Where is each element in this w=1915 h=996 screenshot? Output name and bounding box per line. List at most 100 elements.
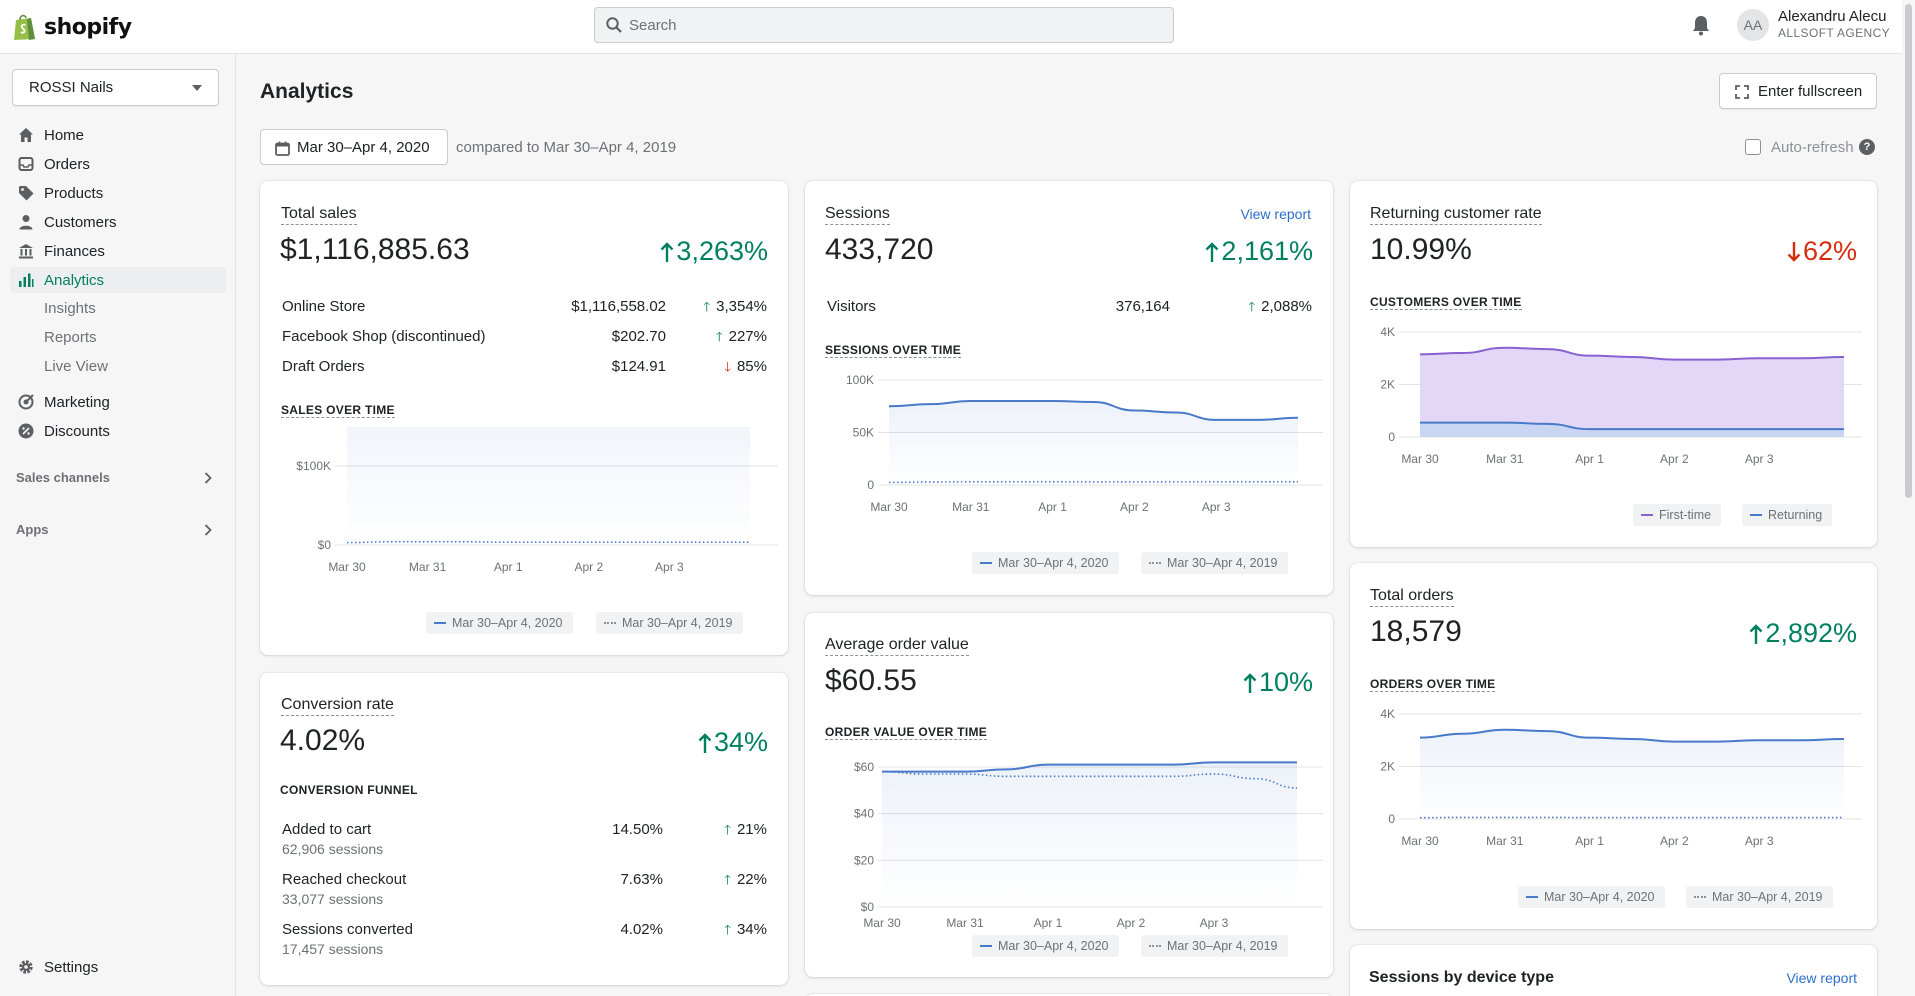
legend-returning[interactable]: Returning (1742, 504, 1833, 526)
sessions-over-time-chart: 100K 50K 0 Mar 30 Mar 31 Apr 1 Apr 2 Apr 3 (846, 373, 1323, 514)
user-name[interactable]: Alexandru Alecu (1778, 8, 1887, 25)
y-tick-label: 0 (1388, 812, 1395, 826)
sidebar-subitem-live-view[interactable]: Live View (44, 358, 108, 375)
sidebar-item-marketing[interactable]: Marketing (10, 389, 226, 415)
x-tick-label: Apr 3 (1745, 452, 1774, 466)
y-tick-label: 2K (1380, 760, 1395, 774)
card-title[interactable]: Total orders (1370, 586, 1454, 607)
card-title[interactable]: Conversion rate (281, 695, 394, 716)
arrow-up-icon (1750, 623, 1763, 644)
x-tick-label: Mar 30 (1401, 834, 1439, 848)
store-select[interactable]: ROSSI Nails (12, 69, 219, 106)
legend-first-time[interactable]: First-time (1633, 504, 1722, 526)
conversion-delta: 34% (698, 727, 768, 758)
caret-down-icon (192, 85, 202, 91)
x-tick-label: Mar 31 (1486, 452, 1524, 466)
legend-current[interactable]: Mar 30–Apr 4, 2020 (972, 552, 1119, 574)
sidebar-item-customers[interactable]: Customers (10, 209, 226, 235)
orders-icon (18, 157, 34, 171)
apps-label[interactable]: Apps (16, 522, 49, 537)
x-tick-label: Apr 1 (1575, 834, 1604, 848)
chart-section-label[interactable]: ORDERS OVER TIME (1370, 677, 1496, 692)
sidebar-item-home[interactable]: Home (10, 122, 226, 148)
legend-previous[interactable]: Mar 30–Apr 4, 2019 (1141, 552, 1288, 574)
chart-section-label[interactable]: SESSIONS OVER TIME (825, 343, 962, 358)
x-tick-label: Apr 3 (1745, 834, 1774, 848)
previous-series-line (881, 770, 1298, 789)
enter-fullscreen-button[interactable]: Enter fullscreen (1719, 73, 1877, 109)
view-report-link[interactable]: View report (1786, 970, 1857, 986)
avatar[interactable]: AA (1737, 9, 1769, 41)
orders-value: 18,579 (1370, 615, 1462, 648)
target-icon (18, 394, 34, 410)
legend-label: Mar 30–Apr 4, 2019 (1167, 556, 1278, 570)
card-title[interactable]: Average order value (825, 635, 969, 656)
sidebar-item-analytics[interactable]: Analytics (10, 267, 226, 293)
discount-icon (18, 423, 34, 439)
auto-refresh-label[interactable]: Auto-refresh (1771, 139, 1854, 156)
chevron-right-icon[interactable] (201, 523, 215, 537)
legend-previous[interactable]: Mar 30–Apr 4, 2019 (1141, 935, 1288, 957)
sidebar-subitem-reports[interactable]: Reports (44, 329, 97, 346)
calendar-icon (275, 141, 290, 156)
series-area (347, 427, 750, 545)
chart-section-label[interactable]: ORDER VALUE OVER TIME (825, 725, 988, 740)
legend-previous[interactable]: Mar 30–Apr 4, 2019 (1686, 886, 1833, 908)
funnel-row-label: Sessions converted (282, 921, 413, 938)
shopify-logo[interactable]: shopify (12, 12, 132, 42)
date-range-button[interactable]: Mar 30–Apr 4, 2020 (260, 129, 448, 165)
legend-label: Mar 30–Apr 4, 2019 (622, 616, 733, 630)
row-value: $1,116,558.02 (571, 298, 666, 315)
row-delta-value: 3,354% (716, 298, 767, 315)
previous-series-line (888, 481, 1298, 484)
card-title[interactable]: Total sales (281, 204, 357, 225)
legend-previous[interactable]: Mar 30–Apr 4, 2019 (596, 612, 743, 634)
chart-section-label[interactable]: CUSTOMERS OVER TIME (1370, 295, 1522, 310)
card-title[interactable]: Returning customer rate (1370, 204, 1542, 225)
arrow-up-icon: 🡑 (724, 922, 731, 937)
sidebar-item-settings[interactable]: Settings (10, 954, 226, 980)
delta-value: 62% (1802, 236, 1857, 266)
row-delta-value: 22% (736, 871, 767, 888)
sidebar-subitem-insights[interactable]: Insights (44, 300, 96, 317)
search-input[interactable]: Search (594, 7, 1174, 43)
funnel-row-value: 14.50% (612, 821, 663, 838)
chart-section-label[interactable]: SALES OVER TIME (281, 403, 395, 418)
chevron-right-icon[interactable] (201, 471, 215, 485)
view-report-link[interactable]: View report (1240, 206, 1311, 222)
sidebar-item-label: Analytics (44, 271, 105, 289)
x-tick-label: Mar 30 (870, 500, 908, 514)
series-area (1420, 347, 1844, 437)
legend-current[interactable]: Mar 30–Apr 4, 2020 (1518, 886, 1665, 908)
sidebar-item-finances[interactable]: Finances (10, 238, 226, 264)
sidebar-item-orders[interactable]: Orders (10, 151, 226, 177)
page-scrollbar-thumb[interactable] (1905, 4, 1912, 498)
series-area (889, 401, 1298, 485)
funnel-row-value: 7.63% (620, 871, 663, 888)
sidebar-item-label: Home (44, 126, 85, 144)
sales-channels-label[interactable]: Sales channels (16, 470, 110, 485)
x-tick-label: Mar 31 (1486, 834, 1524, 848)
y-tick-label: $0 (318, 538, 332, 552)
row-value: $202.70 (611, 328, 666, 345)
arrow-up-icon (1243, 672, 1257, 693)
legend-label: Returning (1768, 508, 1823, 522)
legend-current[interactable]: Mar 30–Apr 4, 2020 (972, 935, 1119, 957)
sidebar-item-products[interactable]: Products (10, 180, 226, 206)
auto-refresh-checkbox[interactable] (1745, 139, 1761, 155)
row-delta: 🡑 2,088% (1248, 298, 1312, 320)
legend-line-icon (1750, 514, 1762, 516)
card-title[interactable]: Sessions (825, 204, 890, 225)
sidebar-item-discounts[interactable]: Discounts (10, 418, 226, 444)
legend-label: Mar 30–Apr 4, 2020 (1544, 890, 1655, 904)
legend-current[interactable]: Mar 30–Apr 4, 2020 (426, 612, 573, 634)
sessions-by-device-card: Sessions by device type View report (1350, 945, 1877, 996)
sessions-card: Sessions View report 433,720 2,161% Visi… (805, 181, 1333, 595)
bell-icon[interactable] (1690, 13, 1712, 37)
page-title: Analytics (260, 80, 354, 103)
series-line (1419, 346, 1845, 361)
total-sales-value: $1,116,885.63 (280, 233, 470, 266)
sidebar-item-label: Finances (44, 242, 105, 260)
orders-over-time-chart: 4K 2K 0 Mar 30 Mar 31 Apr 1 Apr 2 Apr 3 (1380, 707, 1862, 848)
help-icon[interactable]: ? (1859, 139, 1875, 155)
